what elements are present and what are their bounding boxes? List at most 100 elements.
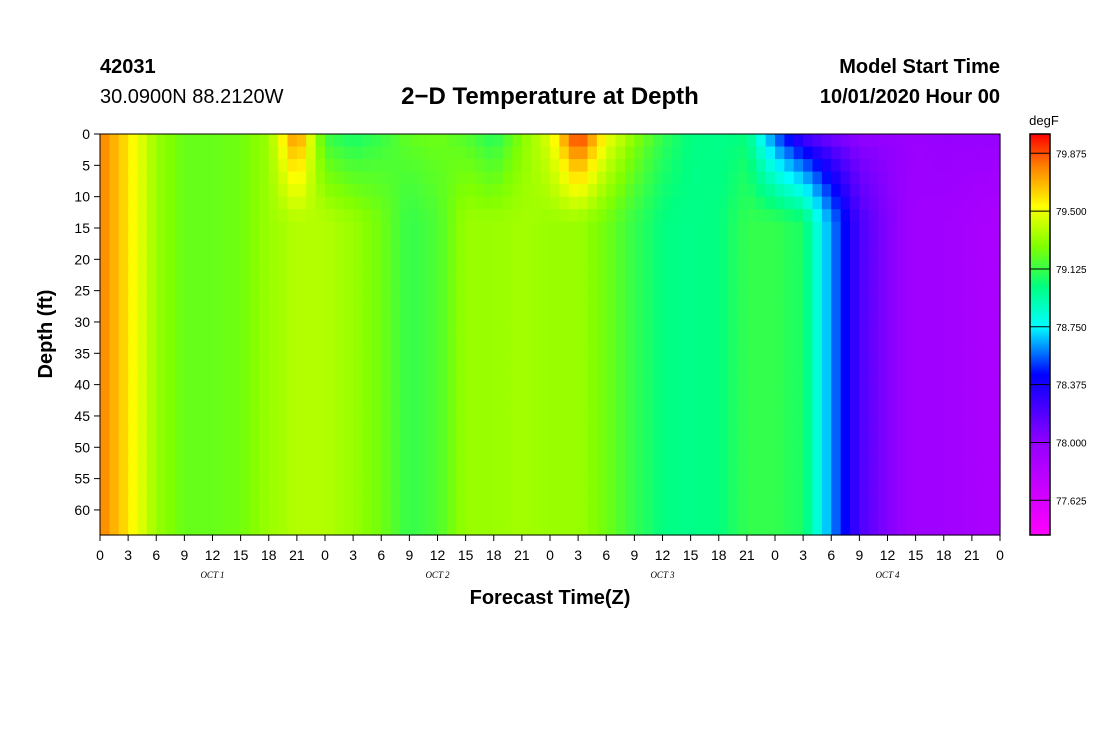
heatmap-cell: [156, 484, 167, 499]
heatmap-cell: [371, 321, 382, 336]
heatmap-cell: [803, 334, 814, 348]
heatmap-cell: [503, 334, 514, 348]
heatmap-cell: [428, 347, 439, 361]
heatmap-cell: [456, 171, 467, 185]
heatmap-cell: [400, 334, 410, 348]
heatmap-cell: [681, 321, 692, 336]
heatmap-cell: [943, 497, 954, 511]
heatmap-cell: [737, 409, 748, 423]
heatmap-cell: [409, 397, 420, 411]
heatmap-cell: [840, 372, 851, 386]
heatmap-cell: [981, 484, 992, 499]
heatmap-cell: [531, 259, 542, 273]
heatmap-cell: [362, 234, 373, 248]
heatmap-cell: [681, 522, 692, 536]
heatmap-cell: [493, 184, 504, 198]
heatmap-cell: [746, 522, 757, 536]
heatmap-cell: [643, 321, 654, 336]
heatmap-cell: [409, 484, 420, 499]
heatmap-cell: [746, 184, 757, 198]
heatmap-cell: [465, 497, 476, 511]
heatmap-cell: [400, 509, 410, 524]
heatmap-cell: [775, 359, 785, 373]
heatmap-cell: [587, 221, 598, 235]
heatmap-cell: [821, 347, 832, 361]
heatmap-cell: [990, 472, 1001, 486]
heatmap-cell: [850, 309, 860, 323]
heatmap-cell: [100, 296, 110, 311]
heatmap-cell: [943, 271, 954, 285]
heatmap-cell: [296, 484, 307, 499]
heatmap-cell: [493, 309, 504, 323]
heatmap-cell: [409, 359, 420, 373]
heatmap-cell: [315, 384, 326, 398]
heatmap-cell: [493, 296, 504, 311]
heatmap-cell: [821, 221, 832, 235]
heatmap-cell: [625, 246, 635, 260]
heatmap-cell: [868, 259, 879, 273]
heatmap-cell: [165, 246, 176, 260]
heatmap-cell: [193, 234, 204, 248]
heatmap-cell: [709, 296, 720, 311]
heatmap-cell: [109, 447, 120, 461]
heatmap-cell: [728, 359, 739, 373]
heatmap-cell: [118, 284, 129, 298]
heatmap-cell: [493, 284, 504, 298]
heatmap-cell: [831, 347, 842, 361]
heatmap-cell: [175, 134, 185, 148]
x-day-label: OCT 1: [200, 570, 224, 580]
heatmap-cell: [756, 259, 767, 273]
heatmap-cell: [381, 497, 392, 511]
heatmap-cell: [943, 397, 954, 411]
heatmap-cell: [625, 271, 635, 285]
heatmap-cell: [231, 509, 242, 524]
heatmap-cell: [896, 259, 907, 273]
heatmap-cell: [746, 259, 757, 273]
heatmap-cell: [859, 309, 870, 323]
heatmap-cell: [278, 184, 289, 198]
heatmap-cell: [784, 522, 795, 536]
heatmap-cell: [512, 259, 523, 273]
heatmap-cell: [756, 434, 767, 448]
heatmap-cell: [765, 409, 776, 423]
heatmap-cell: [240, 334, 251, 348]
heatmap-cell: [484, 134, 495, 148]
heatmap-cell: [353, 409, 364, 423]
heatmap-cell: [728, 196, 739, 210]
heatmap-cell: [437, 409, 448, 423]
heatmap-cell: [850, 246, 860, 260]
heatmap-cell: [118, 296, 129, 311]
heatmap-cell: [625, 509, 635, 524]
heatmap-cell: [896, 522, 907, 536]
heatmap-cell: [775, 221, 785, 235]
heatmap-cell: [296, 422, 307, 436]
heatmap-cell: [475, 397, 485, 411]
heatmap-cell: [934, 259, 945, 273]
heatmap-cell: [221, 384, 232, 398]
heatmap-cell: [306, 309, 317, 323]
heatmap-cell: [634, 509, 645, 524]
heatmap-cell: [175, 434, 185, 448]
heatmap-cell: [484, 146, 495, 160]
heatmap-cell: [850, 472, 860, 486]
heatmap-cell: [231, 209, 242, 223]
heatmap-cell: [381, 184, 392, 198]
heatmap-cell: [146, 196, 157, 210]
heatmap-cell: [887, 409, 898, 423]
heatmap-cell: [306, 484, 317, 499]
heatmap-cell: [418, 309, 429, 323]
heatmap-cell: [718, 184, 729, 198]
heatmap-cell: [728, 497, 739, 511]
heatmap-cell: [990, 234, 1001, 248]
heatmap-cell: [268, 359, 279, 373]
heatmap-cell: [231, 397, 242, 411]
heatmap-cell: [746, 209, 757, 223]
heatmap-cell: [250, 472, 260, 486]
heatmap-cell: [240, 509, 251, 524]
heatmap-cell: [493, 134, 504, 148]
heatmap-cell: [296, 509, 307, 524]
heatmap-cell: [625, 334, 635, 348]
heatmap-cell: [578, 334, 589, 348]
heatmap-cell: [981, 259, 992, 273]
heatmap-cell: [896, 246, 907, 260]
